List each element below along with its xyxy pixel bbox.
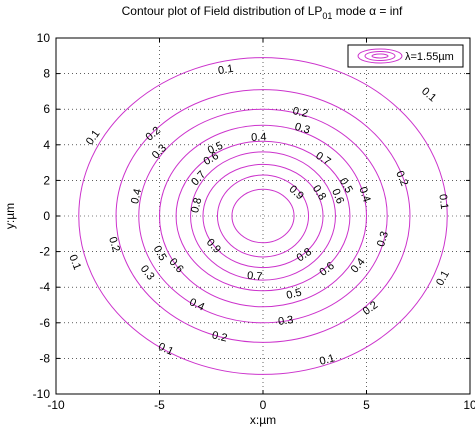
legend-box xyxy=(347,44,464,68)
contour-label: 0.1 xyxy=(156,341,175,358)
y-tick-label: 10 xyxy=(37,31,51,45)
y-tick-label: -2 xyxy=(39,245,50,259)
legend-ring xyxy=(364,51,396,61)
y-tick-label: 6 xyxy=(43,102,50,116)
legend: λ=1.55µm xyxy=(347,44,464,68)
contour-line xyxy=(175,140,351,292)
contour-lines xyxy=(78,57,448,375)
contour-label: 0.4 xyxy=(187,296,206,313)
contour-label: 0.3 xyxy=(277,314,294,328)
contour-label: 0.4 xyxy=(129,188,144,206)
x-tick-label: -10 xyxy=(47,398,65,412)
contour-label: 0.2 xyxy=(291,105,309,120)
contour-line xyxy=(216,174,310,258)
contour-label: 0.5 xyxy=(285,287,303,302)
x-axis-label: x:µm xyxy=(250,413,276,427)
contour-line xyxy=(138,108,388,324)
y-tick-label: -10 xyxy=(33,387,51,401)
x-tick-label: 10 xyxy=(463,398,475,412)
contour-label: 0.8 xyxy=(189,196,204,214)
contour-label: 0.3 xyxy=(375,230,391,248)
y-tick-label: 0 xyxy=(43,209,50,223)
contour-label: 0.1 xyxy=(217,63,234,77)
contour-line xyxy=(202,163,324,269)
y-tick-label: 2 xyxy=(43,173,50,187)
contour-label: 0.1 xyxy=(318,352,336,368)
contour-label: 0.4 xyxy=(356,185,372,203)
y-tick-label: -6 xyxy=(39,316,50,330)
y-axis-label: y:µm xyxy=(3,203,17,229)
x-tick-label: 5 xyxy=(363,398,370,412)
legend-entry: λ=1.55µm xyxy=(405,51,454,63)
contour-label: 0.2 xyxy=(106,235,122,253)
contour-label: 0.1 xyxy=(66,253,83,272)
grid-lines xyxy=(56,38,470,394)
legend-contour-icon xyxy=(357,48,403,64)
chart-title-text: Contour plot of Field distribution of LP… xyxy=(122,4,403,21)
contour-label: 0.6 xyxy=(329,187,346,206)
contour-label: 0.2 xyxy=(393,169,410,188)
contour-line xyxy=(78,57,448,375)
chart-title-subscript: 01 xyxy=(322,11,332,21)
y-tick-label: -8 xyxy=(39,351,50,365)
plot-background xyxy=(56,38,470,394)
contour-line xyxy=(231,188,295,244)
y-tick-label: 4 xyxy=(43,138,50,152)
contour-label: 0.4 xyxy=(251,131,267,144)
contour-label: 0.2 xyxy=(211,329,229,344)
legend-ring xyxy=(357,48,403,64)
y-axis-ticks: -10 -8 -6 -4 -2 0 2 4 6 8 10 xyxy=(33,31,470,401)
chart-title: Contour plot of Field distribution of LP… xyxy=(122,4,403,21)
y-tick-label: 8 xyxy=(43,67,50,81)
contour-line xyxy=(159,124,367,308)
contour-label: 0.7 xyxy=(247,270,263,283)
plot-area: 0.10.10.10.10.10.10.10.10.20.20.20.20.20… xyxy=(55,37,471,395)
contour-line xyxy=(190,151,336,281)
legend-ring xyxy=(371,53,389,59)
x-tick-label: 0 xyxy=(260,398,267,412)
contour-line xyxy=(115,89,411,343)
x-tick-label: -5 xyxy=(154,398,165,412)
x-axis-ticks: -10 -5 0 5 10 xyxy=(47,38,475,412)
contour-label: 0.1 xyxy=(436,193,450,210)
y-tick-label: -4 xyxy=(39,280,50,294)
contour-label: 0.5 xyxy=(206,140,225,157)
contour-label: 0.3 xyxy=(293,121,311,137)
